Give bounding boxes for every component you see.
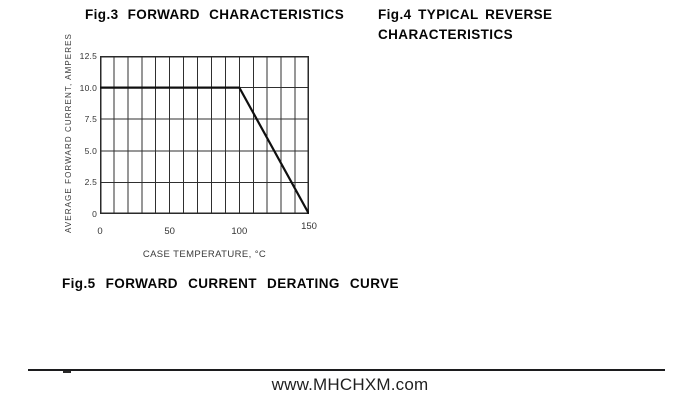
y-tick-label: 12.5: [79, 51, 97, 61]
fig3-title: Fig.3 FORWARD CHARACTERISTICS: [85, 7, 345, 22]
x-tick-labels: 0 50 100 150: [97, 214, 317, 237]
derating-plot: [100, 56, 309, 214]
y-tick-label: 2.5: [84, 177, 97, 188]
x-tick-label: 50: [164, 226, 175, 237]
y-tick-label: 0: [92, 209, 97, 219]
fig4-title: Fig.4 TYPICAL REVERSE CHARACTERISTICS: [378, 5, 552, 45]
footer-divider: [28, 369, 665, 371]
fig5-caption: Fig.5 FORWARD CURRENT DERATING CURVE: [62, 276, 399, 291]
x-tick-label: 150: [301, 221, 317, 232]
fig4-title-line1: Fig.4 TYPICAL REVERSE: [378, 7, 553, 22]
y-tick-label: 10.0: [79, 82, 97, 93]
x-axis-title: CASE TEMPERATURE, °C: [142, 249, 267, 260]
y-tick-label: 7.5: [84, 114, 97, 125]
y-tick-labels: 0 2.5 5.0 7.5 10.0 12.5: [70, 51, 97, 219]
y-tick-label: 5.0: [84, 145, 97, 156]
footer-divider-tick-mark: [63, 371, 71, 373]
x-tick-label: 100: [231, 226, 248, 237]
x-tick-label: 0: [97, 226, 103, 237]
fig4-title-line2: CHARACTERISTICS: [378, 27, 514, 42]
footer-url: www.MHCHXM.com: [271, 375, 429, 394]
